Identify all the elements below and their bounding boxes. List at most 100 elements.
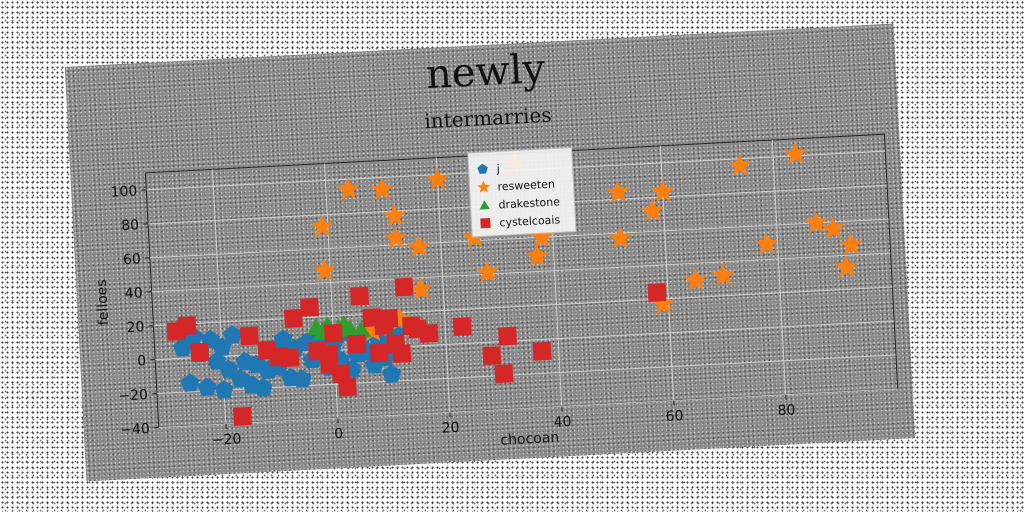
point-resweeten [608, 226, 632, 249]
point-resweeten [839, 232, 863, 255]
y-tick-label: 100 [110, 183, 138, 200]
axis-ticks: −20 0 20 40 60 80 −40 −20 0 20 40 60 80 100 [110, 183, 796, 449]
point-cystelcoais [190, 342, 210, 362]
point-cystelcoais [239, 326, 259, 346]
legend-marker-cystelcoais [480, 217, 491, 229]
x-tick-label: 80 [777, 402, 796, 419]
y-tick-label: 80 [121, 217, 140, 234]
chart-suptitle: newly [425, 46, 547, 98]
point-resweeten [821, 216, 845, 239]
point-cystelcoais [283, 308, 303, 328]
point-cystelcoais [419, 323, 439, 343]
point-cystelcoais [647, 283, 667, 302]
point-cystelcoais [350, 286, 369, 306]
point-cystelcoais [482, 346, 502, 366]
point-j [292, 369, 312, 388]
point-resweeten [834, 255, 858, 278]
legend-label-resweeten: resweeten [497, 178, 555, 194]
point-cystelcoais [379, 309, 399, 328]
legend-box [467, 147, 577, 238]
x-tick-label: 0 [334, 426, 344, 442]
point-cystelcoais [452, 317, 472, 337]
series-cystelcoais [166, 277, 667, 426]
point-cystelcoais [346, 334, 366, 354]
point-resweeten [525, 244, 549, 267]
y-grid-line [156, 354, 896, 395]
point-resweeten [409, 277, 433, 300]
point-resweeten [530, 225, 553, 248]
legend-label-drakestone: drakestone [498, 195, 560, 211]
point-resweeten [407, 235, 430, 258]
y-grid-line [151, 252, 891, 293]
point-cystelcoais [369, 343, 389, 363]
legend-marker-j [477, 163, 488, 174]
point-resweeten [606, 180, 630, 203]
legend-marker-resweeten [477, 180, 490, 193]
point-resweeten [384, 226, 408, 249]
point-resweeten [426, 167, 449, 190]
point-resweeten [336, 177, 360, 200]
point-resweeten [640, 199, 664, 222]
point-resweeten [783, 142, 807, 165]
x-tick-label: 40 [553, 414, 572, 431]
x-grid-line [436, 157, 451, 413]
point-cystelcoais [319, 344, 339, 364]
y-tick-label: 20 [126, 319, 145, 336]
point-resweeten [728, 153, 752, 176]
point-resweeten [755, 232, 778, 255]
chart-card: newly intermarries −20 0 20 40 60 80 −40 −20 0 20… [64, 23, 916, 482]
y-tick-label: −20 [118, 387, 148, 405]
point-resweeten [804, 210, 828, 233]
point-resweeten [711, 263, 735, 286]
scatter-chart: newly intermarries −20 0 20 40 60 80 −40 −20 0 20… [94, 46, 899, 449]
legend-marker-drakestone [479, 200, 490, 210]
point-cystelcoais [494, 364, 514, 384]
series-resweeten [310, 142, 863, 342]
point-j [235, 351, 255, 371]
point-j [382, 364, 402, 383]
legend-label-j: j [495, 162, 500, 175]
x-tick-label: 60 [665, 408, 684, 425]
data-points [166, 142, 863, 426]
point-drakestone [352, 321, 372, 339]
point-j [219, 359, 238, 378]
point-cystelcoais [331, 364, 351, 384]
point-j [273, 329, 293, 348]
point-cystelcoais [300, 297, 320, 317]
point-resweeten [651, 179, 675, 202]
x-tick-label: 20 [441, 420, 460, 437]
point-j [253, 378, 273, 397]
point-cystelcoais [177, 316, 197, 336]
point-resweeten [370, 177, 394, 200]
y-grid-line [158, 388, 898, 428]
point-resweeten [651, 292, 675, 315]
point-cystelcoais [392, 344, 412, 364]
y-tick-label: 40 [124, 285, 143, 302]
point-j [180, 373, 200, 392]
point-j [172, 338, 192, 357]
legend-label-cystelcoais: cystelcoais [499, 213, 561, 229]
y-tick-label: 60 [123, 251, 142, 268]
y-axis-label: fellоes [94, 279, 112, 326]
point-resweeten [383, 204, 406, 227]
point-resweeten [475, 260, 499, 283]
y-tick-label: 0 [137, 353, 147, 369]
y-grid-line [153, 286, 893, 327]
x-grid-line [771, 140, 787, 395]
point-j [214, 380, 234, 399]
point-cystelcoais [323, 323, 343, 343]
point-j [222, 325, 242, 344]
point-cystelcoais [498, 326, 518, 346]
x-axis-label: chocoan [500, 430, 560, 449]
point-cystelcoais [394, 277, 414, 297]
chart-title: intermarries [424, 103, 552, 134]
point-resweeten [360, 319, 384, 342]
point-resweeten [310, 214, 334, 237]
x-tick-label: −20 [212, 431, 242, 449]
point-j [197, 377, 217, 396]
point-resweeten [683, 268, 707, 291]
point-cystelcoais [532, 341, 552, 361]
point-cystelcoais [280, 348, 300, 368]
